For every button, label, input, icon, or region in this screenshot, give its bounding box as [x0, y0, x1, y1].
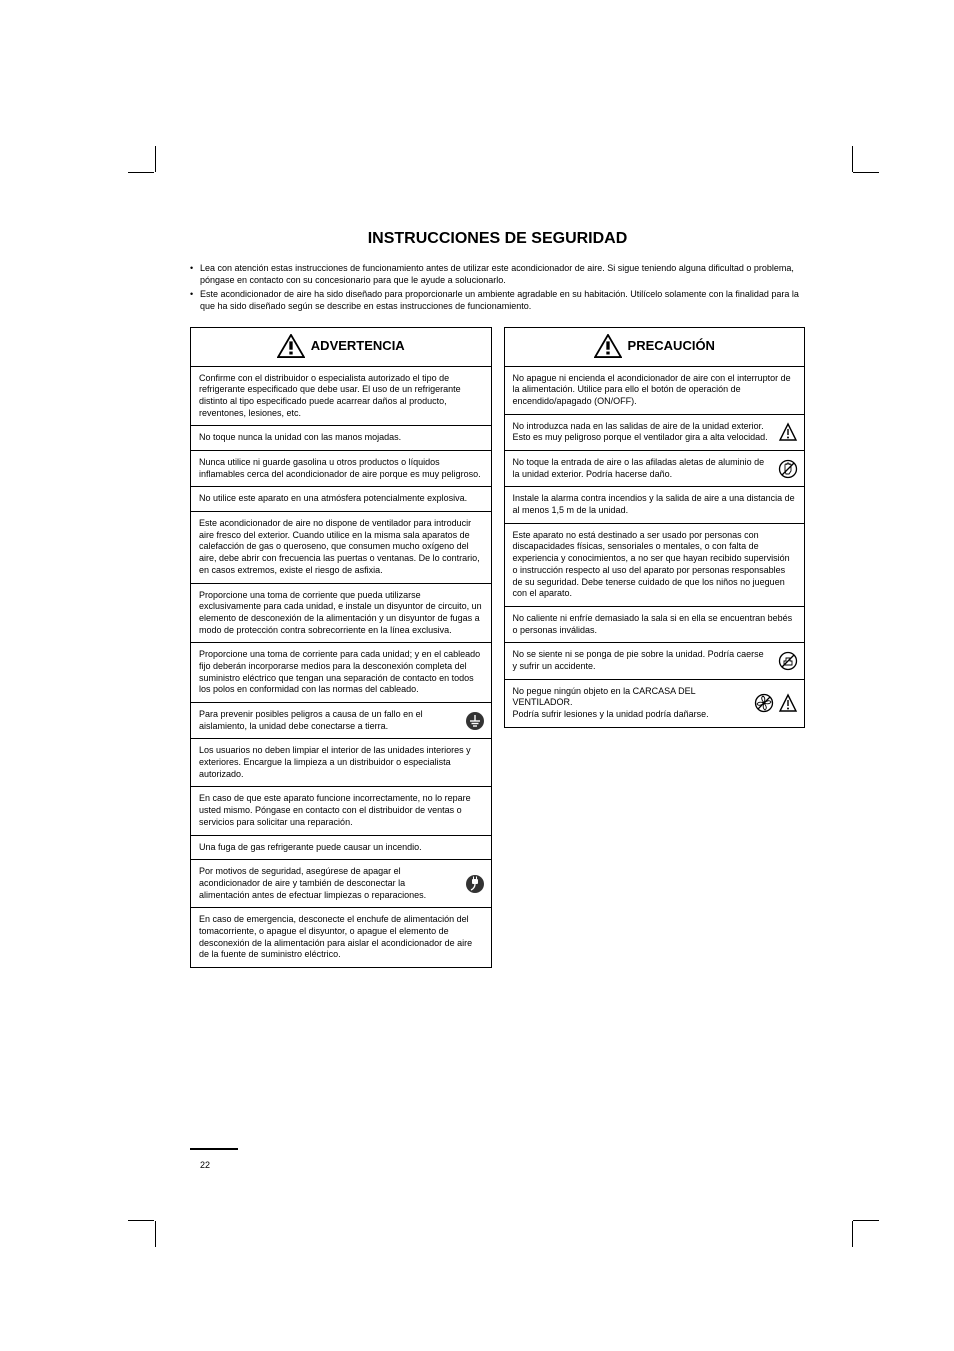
warning-header: ADVERTENCIA: [191, 328, 491, 367]
caution-text: Instale la alarma contra incendios y la …: [513, 493, 795, 515]
crop-mark: [155, 1221, 156, 1247]
caution-text: No apague ni encienda el acondicionador …: [513, 373, 791, 406]
warning-text: No utilice este aparato en una atmósfera…: [199, 493, 467, 503]
caution-header-text: PRECAUCIÓN: [628, 338, 715, 353]
warning-triangle-icon: [594, 334, 622, 358]
caution-text: No introduzca nada en las salidas de air…: [513, 421, 768, 443]
page-content: INSTRUCCIONES DE SEGURIDAD • Lea con ate…: [190, 230, 805, 968]
caution-item: No introduzca nada en las salidas de air…: [505, 415, 805, 451]
caution-header: PRECAUCIÓN: [505, 328, 805, 367]
warning-item: Para prevenir posibles peligros a causa …: [191, 703, 491, 739]
warning-text: Una fuga de gas refrigerante puede causa…: [199, 842, 422, 852]
page-number: 22: [200, 1160, 210, 1170]
caution-column: PRECAUCIÓN No apague ni encienda el acon…: [504, 327, 806, 968]
warning-text: Para prevenir posibles peligros a causa …: [199, 709, 423, 731]
warning-item: Este acondicionador de aire no dispone d…: [191, 512, 491, 583]
warning-text: Este acondicionador de aire no dispone d…: [199, 518, 480, 575]
fan-icon: [754, 693, 774, 713]
intro-item: • Lea con atención estas instrucciones d…: [190, 262, 805, 286]
crop-mark: [853, 172, 879, 173]
caution-item: No pegue ningún objeto en la CARCASA DEL…: [505, 680, 805, 727]
caution-item: No apague ni encienda el acondicionador …: [505, 367, 805, 415]
page-title: INSTRUCCIONES DE SEGURIDAD: [190, 230, 805, 248]
intro-text: Este acondicionador de aire ha sido dise…: [200, 288, 805, 312]
footer-rule: [190, 1148, 238, 1150]
no-step-icon: [778, 651, 798, 671]
warning-text: Confirme con el distribuidor o especiali…: [199, 373, 461, 418]
warning-text: Proporcione una toma de corriente para c…: [199, 649, 480, 694]
warning-box: ADVERTENCIA Confirme con el distribuidor…: [190, 327, 492, 968]
crop-mark: [128, 1220, 154, 1221]
warning-item: Los usuarios no deben limpiar el interio…: [191, 739, 491, 787]
warning-item: Proporcione una toma de corriente para c…: [191, 643, 491, 703]
hazard-tri-icon: [778, 693, 798, 713]
caution-box: PRECAUCIÓN No apague ni encienda el acon…: [504, 327, 806, 728]
caution-text: No pegue ningún objeto en la CARCASA DEL…: [513, 686, 709, 719]
crop-mark: [852, 146, 853, 172]
warning-item: Proporcione una toma de corriente que pu…: [191, 584, 491, 644]
caution-text: No toque la entrada de aire o las afilad…: [513, 457, 765, 479]
warning-text: Proporcione una toma de corriente que pu…: [199, 590, 482, 635]
bullet-icon: •: [190, 262, 200, 286]
plug-icon: [465, 874, 485, 894]
caution-item: No toque la entrada de aire o las afilad…: [505, 451, 805, 487]
warning-item: No toque nunca la unidad con las manos m…: [191, 426, 491, 451]
intro-list: • Lea con atención estas instrucciones d…: [190, 262, 805, 313]
caution-item: No se siente ni se ponga de pie sobre la…: [505, 643, 805, 679]
ground-icon: [465, 711, 485, 731]
intro-item: • Este acondicionador de aire ha sido di…: [190, 288, 805, 312]
warning-item: En caso de emergencia, desconecte el enc…: [191, 908, 491, 967]
warning-item: Nunca utilice ni guarde gasolina u otros…: [191, 451, 491, 487]
warning-item: Por motivos de seguridad, asegúrese de a…: [191, 860, 491, 908]
warning-column: ADVERTENCIA Confirme con el distribuidor…: [190, 327, 492, 968]
caution-text: No caliente ni enfríe demasiado la sala …: [513, 613, 793, 635]
crop-mark: [853, 1220, 879, 1221]
warning-item: Confirme con el distribuidor o especiali…: [191, 367, 491, 427]
hazard-tri-icon: [778, 422, 798, 442]
crop-mark: [852, 1221, 853, 1247]
warning-text: Por motivos de seguridad, asegúrese de a…: [199, 866, 426, 899]
caution-item: No caliente ni enfríe demasiado la sala …: [505, 607, 805, 643]
warning-item: En caso de que este aparato funcione inc…: [191, 787, 491, 835]
warning-item: No utilice este aparato en una atmósfera…: [191, 487, 491, 512]
no-touch-icon: [778, 459, 798, 479]
crop-mark: [155, 146, 156, 172]
warning-header-text: ADVERTENCIA: [311, 338, 405, 353]
warning-text: Nunca utilice ni guarde gasolina u otros…: [199, 457, 481, 479]
warning-text: No toque nunca la unidad con las manos m…: [199, 432, 401, 442]
caution-text: Este aparato no está destinado a ser usa…: [513, 530, 790, 598]
caution-text: No se siente ni se ponga de pie sobre la…: [513, 649, 764, 671]
warning-text: Los usuarios no deben limpiar el interio…: [199, 745, 471, 778]
crop-mark: [128, 172, 154, 173]
warning-text: En caso de emergencia, desconecte el enc…: [199, 914, 472, 959]
warning-item: Una fuga de gas refrigerante puede causa…: [191, 836, 491, 861]
caution-item: Instale la alarma contra incendios y la …: [505, 487, 805, 523]
intro-text: Lea con atención estas instrucciones de …: [200, 262, 805, 286]
warning-triangle-icon: [277, 334, 305, 358]
columns: ADVERTENCIA Confirme con el distribuidor…: [190, 327, 805, 968]
caution-item: Este aparato no está destinado a ser usa…: [505, 524, 805, 607]
bullet-icon: •: [190, 288, 200, 312]
warning-text: En caso de que este aparato funcione inc…: [199, 793, 471, 826]
